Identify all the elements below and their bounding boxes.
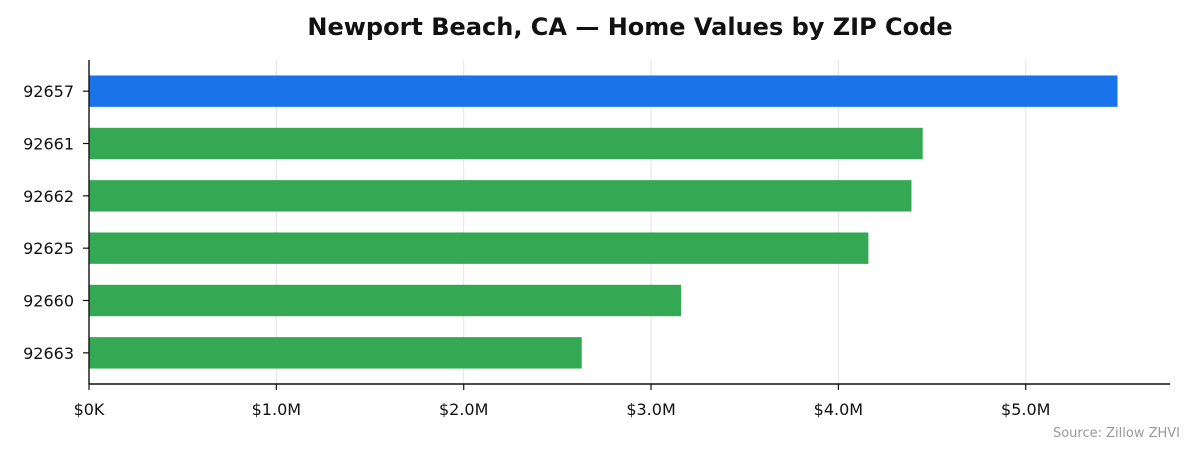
x-tick-label: $0K xyxy=(74,400,105,419)
y-tick-labels: 92657 92661 92662 92625 92660 92663 xyxy=(23,82,89,363)
bar-92657 xyxy=(89,75,1118,107)
x-tick-label: $3.0M xyxy=(626,400,675,419)
bar-92660 xyxy=(89,284,682,317)
y-tick-label: 92663 xyxy=(23,344,74,363)
x-tick-label: $2.0M xyxy=(439,400,488,419)
gridlines xyxy=(275,60,1027,384)
source-note: Source: Zillow ZHVI xyxy=(1053,426,1180,441)
y-tick-label: 92657 xyxy=(23,82,74,101)
x-tick-label: $5.0M xyxy=(1001,400,1050,419)
bar-92662 xyxy=(89,180,912,212)
y-tick-label: 92661 xyxy=(23,135,74,154)
chart-title: Newport Beach, CA — Home Values by ZIP C… xyxy=(307,13,952,41)
bar-92661 xyxy=(89,127,923,160)
y-tick-label: 92625 xyxy=(23,239,74,258)
bar-92625 xyxy=(89,232,869,264)
bar-92663 xyxy=(89,337,582,369)
y-tick-label: 92660 xyxy=(23,292,74,311)
axes xyxy=(88,60,1170,385)
x-tick-labels: $0K $1.0M $2.0M $3.0M $4.0M $5.0M xyxy=(74,384,1050,419)
y-tick-label: 92662 xyxy=(23,187,74,206)
x-tick-label: $4.0M xyxy=(814,400,863,419)
x-tick-label: $1.0M xyxy=(252,400,301,419)
bars xyxy=(89,75,1118,369)
